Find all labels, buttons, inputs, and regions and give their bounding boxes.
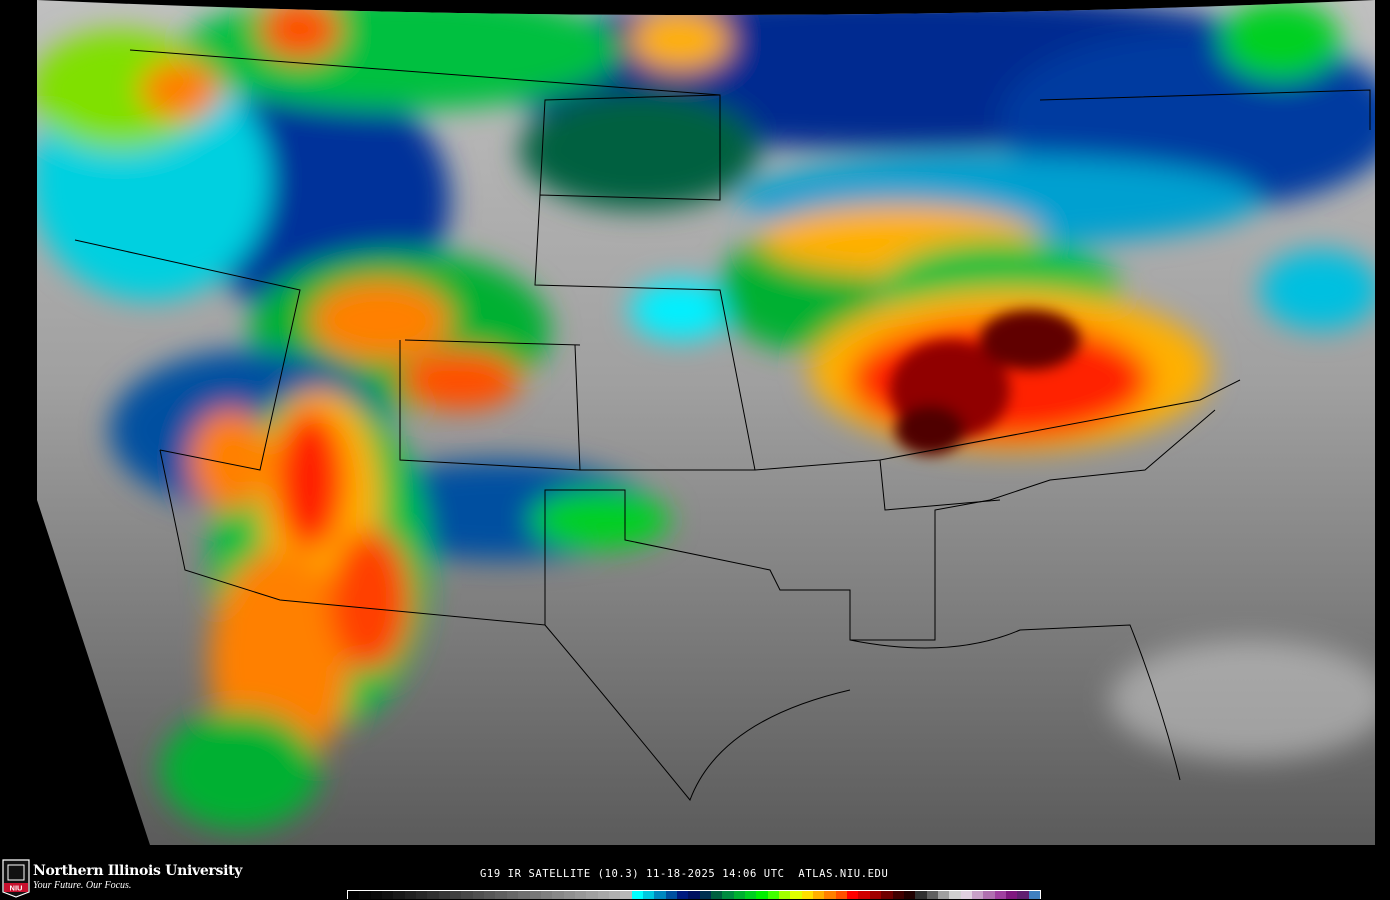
- colorbar-swatch: [994, 891, 1006, 899]
- colorbar-swatch: [642, 891, 655, 899]
- colorbar-swatch: [881, 891, 893, 899]
- colorbar-swatch: [869, 891, 882, 899]
- colorbar-swatch: [756, 891, 768, 899]
- colorbar-swatch: [540, 891, 553, 899]
- colorbar-swatch: [631, 891, 643, 899]
- colorbar-swatch: [495, 891, 507, 899]
- colorbar-swatch: [801, 891, 814, 899]
- colorbar-swatch: [858, 891, 870, 899]
- site-label: ATLAS.NIU.EDU: [798, 868, 889, 880]
- colorbar-swatch: [416, 891, 428, 899]
- colorbar-swatch: [711, 891, 723, 899]
- colorbar-swatch: [824, 891, 836, 899]
- colorbar-swatch: [438, 891, 451, 899]
- colorbar-swatch: [1017, 891, 1029, 899]
- colorbar-swatch: [915, 891, 927, 899]
- colorbar-swatch: [574, 891, 587, 899]
- image-caption: G19 IR SATELLITE (10.3) 11-18-2025 14:06…: [480, 868, 888, 880]
- colorbar-swatch: [393, 891, 405, 899]
- university-tagline: Your Future. Our Focus.: [33, 880, 132, 891]
- colorbar-swatch: [767, 891, 780, 899]
- time-label: 14:06 UTC: [722, 868, 785, 880]
- colorbar-swatch: [926, 891, 938, 899]
- colorbar-swatch: [348, 891, 360, 899]
- niu-logo: NIU: [2, 859, 30, 898]
- colorbar-swatch: [586, 891, 598, 899]
- imagery: [37, 0, 1375, 845]
- colorbar-swatch: [733, 891, 746, 899]
- colorbar-swatch: [835, 891, 848, 899]
- satellite-map: [37, 0, 1375, 845]
- svg-text:NIU: NIU: [10, 884, 23, 893]
- colorbar-swatch: [608, 891, 621, 899]
- colorbar-swatch: [1028, 891, 1040, 899]
- colorbar-swatch: [518, 891, 530, 899]
- colorbar-swatch: [370, 891, 383, 899]
- colorbar-swatch: [529, 891, 541, 899]
- colorbar-swatch: [937, 891, 950, 899]
- colorbar-swatch: [484, 891, 496, 899]
- date-label: 11-18-2025: [646, 868, 716, 880]
- colorbar-swatch: [620, 891, 632, 899]
- colorbar-swatch: [949, 891, 961, 899]
- temperature-colorbar: [347, 890, 1041, 899]
- colorbar-swatch: [427, 891, 439, 899]
- colorbar-swatch: [359, 891, 371, 899]
- colorbar-swatch: [790, 891, 802, 899]
- colorbar-swatch: [563, 891, 575, 899]
- colorbar-swatch: [472, 891, 485, 899]
- university-name: Northern Illinois University: [33, 863, 243, 879]
- satellite-label: G19 IR SATELLITE: [480, 868, 591, 880]
- colorbar-swatch: [654, 891, 666, 899]
- state-borders: [74, 49, 1371, 801]
- colorbar-swatch: [1005, 891, 1018, 899]
- colorbar-swatch: [745, 891, 757, 899]
- colorbar-swatch: [688, 891, 700, 899]
- colorbar-swatch: [699, 891, 711, 899]
- colorbar-swatch: [676, 891, 689, 899]
- colorbar-swatch: [597, 891, 609, 899]
- colorbar-swatch: [813, 891, 825, 899]
- colorbar-swatch: [665, 891, 677, 899]
- colorbar-swatch: [960, 891, 972, 899]
- colorbar-swatch: [552, 891, 564, 899]
- colorbar-swatch: [903, 891, 916, 899]
- colorbar-swatch: [983, 891, 995, 899]
- colorbar-swatch: [847, 891, 859, 899]
- colorbar-swatch: [506, 891, 519, 899]
- colorbar-swatch: [450, 891, 462, 899]
- band-label: (10.3): [597, 868, 640, 880]
- colorbar-swatch: [461, 891, 473, 899]
- colorbar-swatch: [404, 891, 417, 899]
- colorbar-swatch: [722, 891, 734, 899]
- colorbar-swatch: [971, 891, 984, 899]
- colorbar-swatch: [382, 891, 394, 899]
- colorbar-swatch: [779, 891, 791, 899]
- colorbar-swatch: [892, 891, 904, 899]
